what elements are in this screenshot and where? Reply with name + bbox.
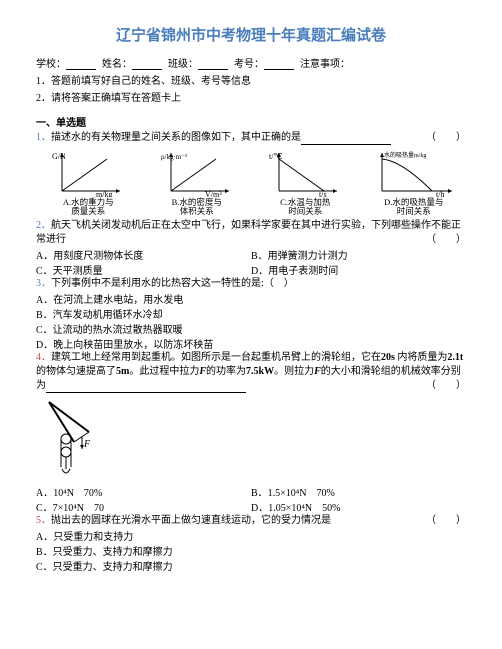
q5-opt-c: C．只受重力、支持力和摩擦力 (36, 558, 466, 573)
q1-num: 1． (36, 132, 51, 143)
q2-num: 2． (36, 220, 51, 231)
q4-line: 4．建筑工地上经常用到起重机。如图所示是一台起重机吊臂上的滑轮组，它在20s 内… (36, 351, 466, 393)
q3-opt-d: D．晚上向秧苗田里放水，以防冻坏秧苗 (36, 336, 466, 351)
graph-d-svg: 水的吸热量m/kg t/h (372, 149, 456, 197)
q2-opt-a: A．用刻度尺测物体长度 (36, 247, 251, 262)
q4-opt-d: D．1.05×10⁴N 50% (251, 499, 466, 514)
graph-a-svg: G/N m/kg (52, 149, 124, 197)
q4-text-d: 。此过程中拉力 (129, 366, 199, 377)
q4-b5: 7.5kW (246, 366, 274, 377)
graph-b: ρ/kg·m⁻³ V/m³ B.水的密度与 体积关系 (145, 149, 250, 217)
instruction-1: 1．答题前填写好自己的姓名、班级、考号等信息 (36, 72, 466, 87)
q4-figure: F (44, 397, 466, 482)
q5-line: 5．抛出去的圆球在光滑水平面上做匀速直线运动，它的受力情况是 （ ） (36, 514, 466, 528)
class-text: 班级： (168, 59, 198, 70)
svg-text:t/h: t/h (436, 190, 444, 197)
svg-text:G/N: G/N (52, 152, 66, 161)
q4-text-b: 内将质量为 (395, 352, 448, 363)
q4-text-f: 。则拉力 (274, 366, 314, 377)
graph-a-cap2: 质量关系 (36, 207, 141, 216)
svg-text:F: F (83, 439, 91, 450)
q3-line: 3．下列事例中不是利用水的比热容大这一特性的是:（ ） (36, 277, 466, 291)
svg-text:水的吸热量m/kg: 水的吸热量m/kg (384, 151, 426, 159)
class-label: 班级： (168, 55, 228, 70)
q4-b2: 2.1t (447, 352, 463, 363)
q2-paren: （ ） (426, 233, 466, 247)
q2-opt-b: B．用弹簧测力计测力 (251, 247, 466, 262)
q4-opt-b: B．1.5×10⁴N 70% (251, 484, 466, 499)
q2-opt-d: D．用电子表测时间 (251, 262, 466, 277)
q4-b4: F (199, 366, 206, 377)
svg-text:t/℃: t/℃ (269, 152, 282, 161)
graph-b-cap2: 体积关系 (145, 207, 250, 216)
q4-opts-row2: C．7×10⁴N 70 D．1.05×10⁴N 50% (36, 499, 466, 514)
page-title: 辽宁省锦州市中考物理十年真题汇编试卷 (36, 24, 466, 45)
q5-text: 抛出去的圆球在光滑水平面上做匀速直线运动，它的受力情况是 (51, 515, 331, 526)
q1-graph-row: G/N m/kg A.水的重力与 质量关系 ρ/kg·m⁻³ V/m³ B.水的… (36, 149, 466, 217)
q3-num: 3． (36, 278, 51, 289)
svg-text:V/m³: V/m³ (205, 190, 222, 197)
q1-paren: （ ） (426, 131, 466, 145)
q1-line: 1．描述水的有关物理量之间关系的图像如下，其中正确的是 （ ） (36, 131, 466, 145)
q4-opts-row1: A．10⁴N 70% B．1.5×10⁴N 70% (36, 484, 466, 499)
q5-opt-a: A．只受重力和支持力 (36, 528, 466, 543)
q2-opt-c: C．天平测质量 (36, 262, 251, 277)
q2-text: 航天飞机关闭发动机后正在太空中飞行，如果科学家要在其中进行实验，下列哪些操作不能… (36, 220, 461, 245)
q2-opts-row2: C．天平测质量 D．用电子表测时间 (36, 262, 466, 277)
svg-text:t/s: t/s (319, 190, 327, 197)
q3-opt-c: C．让流动的热水流过散热器取暖 (36, 321, 466, 336)
svg-text:ρ/kg·m⁻³: ρ/kg·m⁻³ (161, 153, 187, 161)
graph-c-svg: t/℃ t/s (269, 149, 341, 197)
q2-opts-row1: A．用刻度尺测物体长度 B．用弹簧测力计测力 (36, 247, 466, 262)
q4-paren: （ ） (426, 379, 466, 393)
examno-label: 考号： (234, 55, 294, 70)
notice-label: 注意事项： (300, 55, 350, 70)
graph-a: G/N m/kg A.水的重力与 质量关系 (36, 149, 141, 217)
graph-c: t/℃ t/s C.水温与加热 时间关系 (253, 149, 358, 217)
graph-c-cap2: 时间关系 (253, 207, 358, 216)
svg-text:m/kg: m/kg (96, 190, 112, 197)
q2-line: 2．航天飞机关闭发动机后正在太空中飞行，如果科学家要在其中进行实验，下列哪些操作… (36, 219, 466, 247)
q4-opt-c: C．7×10⁴N 70 (36, 499, 251, 514)
q3-opt-a: A．在河流上建水电站，用水发电 (36, 291, 466, 306)
school-label: 学校： (36, 55, 96, 70)
q5-num: 5． (36, 515, 51, 526)
q4-num: 4． (36, 352, 51, 363)
q4-b6: F (314, 366, 321, 377)
q1-text: 描述水的有关物理量之间关系的图像如下，其中正确的是 (51, 132, 301, 143)
instruction-2: 2．请将答案正确填写在答题卡上 (36, 89, 466, 104)
examno-text: 考号： (234, 59, 264, 70)
q5-paren: （ ） (426, 514, 466, 528)
q5-opt-b: B．只受重力、支持力和摩擦力 (36, 543, 466, 558)
q4-text-c: 的物体匀速提高了 (36, 366, 116, 377)
crane-svg: F (44, 397, 114, 477)
graph-d-cap2: 时间关系 (362, 207, 467, 216)
q4-text-a: 建筑工地上经常用到起重机。如图所示是一台起重机吊臂上的滑轮组，它在 (51, 352, 381, 363)
q4-opt-a: A．10⁴N 70% (36, 484, 251, 499)
school-text: 学校： (36, 59, 66, 70)
q3-text: 下列事例中不是利用水的比热容大这一特性的是:（ ） (51, 278, 294, 289)
name-label: 姓名： (102, 55, 162, 70)
q4-b1: 20s (381, 352, 395, 363)
header-fields: 学校： 姓名： 班级： 考号： 注意事项： (36, 55, 466, 70)
graph-d: 水的吸热量m/kg t/h D.水的吸热量与 时间关系 (362, 149, 467, 217)
q3-opt-b: B．汽车发动机用循环水冷却 (36, 306, 466, 321)
q4-text-e: 的功率为 (206, 366, 246, 377)
q4-b3: 5m (116, 366, 129, 377)
section-heading: 一、单选题 (36, 114, 466, 129)
name-text: 姓名： (102, 59, 132, 70)
graph-b-svg: ρ/kg·m⁻³ V/m³ (161, 149, 233, 197)
